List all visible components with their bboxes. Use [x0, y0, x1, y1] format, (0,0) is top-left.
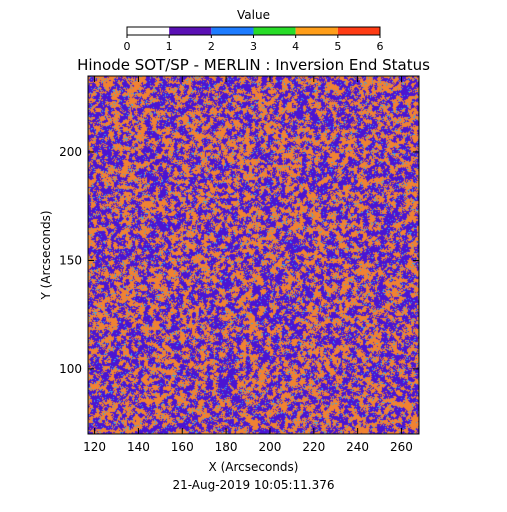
x-tick-label: 120: [83, 440, 106, 454]
plot-frame: [87, 75, 420, 435]
colorbar-bin-3: [253, 27, 296, 35]
x-tick-label: 260: [390, 440, 413, 454]
colorbar-title: Value: [237, 8, 270, 22]
date-label: 21-Aug-2019 10:05:11.376: [172, 478, 334, 492]
colorbar-tick-label: 3: [250, 40, 257, 53]
colorbar: [126, 26, 381, 36]
x-tick-label: 200: [258, 440, 281, 454]
colorbar-tick-label: 5: [334, 40, 341, 53]
heatmap-image: [88, 76, 419, 434]
x-tick-label: 180: [215, 440, 238, 454]
y-tick-label: 100: [59, 362, 82, 376]
chart-title: Hinode SOT/SP - MERLIN : Inversion End S…: [77, 56, 430, 74]
x-axis-label: X (Arcseconds): [209, 460, 299, 474]
colorbar-bin-4: [295, 27, 338, 35]
colorbar-bin-0: [127, 27, 170, 35]
colorbar-tick-label: 0: [124, 40, 131, 53]
x-tick-label: 220: [302, 440, 325, 454]
y-axis-label: Y (Arcseconds): [39, 210, 53, 300]
x-axis: 120 140 160 180 200 220 240 260: [83, 76, 413, 454]
colorbar-bin-5: [337, 27, 380, 35]
colorbar-tick-label: 2: [208, 40, 215, 53]
y-tick-label: 200: [59, 145, 82, 159]
x-tick-label: 160: [171, 440, 194, 454]
x-tick-label: 240: [346, 440, 369, 454]
x-tick-label: 140: [127, 440, 150, 454]
colorbar-tick-label: 6: [377, 40, 384, 53]
colorbar-bin-1: [169, 27, 212, 35]
heatmap-raster: [88, 76, 419, 434]
colorbar-tick-label: 1: [166, 40, 173, 53]
y-axis: 100 150 200: [59, 145, 419, 376]
colorbar-bin-2: [211, 27, 254, 35]
colorbar-ticks: 0 1 2 3 4 5 6: [124, 35, 384, 53]
y-tick-label: 150: [59, 253, 82, 267]
colorbar-tick-label: 4: [292, 40, 299, 53]
